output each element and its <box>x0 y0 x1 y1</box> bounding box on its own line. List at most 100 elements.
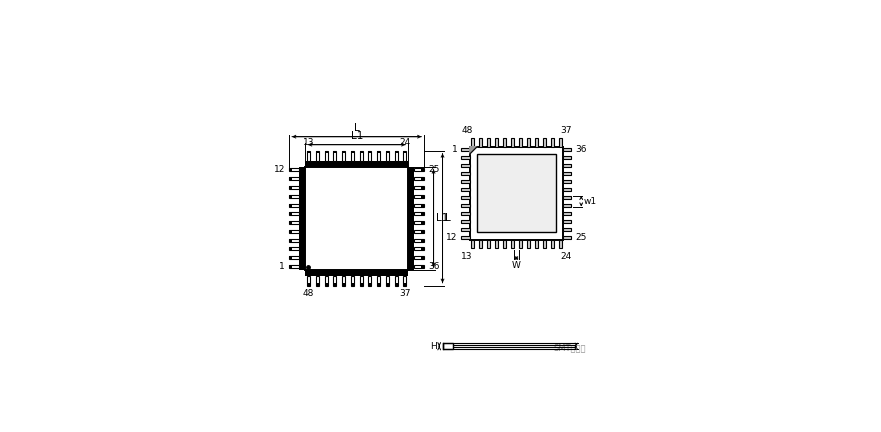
Bar <box>395 276 397 286</box>
Bar <box>289 168 292 172</box>
Bar <box>368 151 372 153</box>
Bar <box>462 228 470 231</box>
Bar <box>351 283 354 286</box>
Bar <box>479 240 482 248</box>
Text: H: H <box>430 342 437 351</box>
Bar <box>414 195 425 198</box>
Bar <box>333 276 337 286</box>
Bar <box>414 265 425 268</box>
Bar <box>359 151 363 153</box>
Bar <box>414 212 425 215</box>
Bar <box>289 195 300 198</box>
Bar <box>289 248 292 251</box>
Bar <box>333 283 337 286</box>
Bar <box>462 164 470 167</box>
Text: 24: 24 <box>399 138 411 147</box>
Bar <box>462 188 470 191</box>
Bar <box>289 238 292 241</box>
Bar <box>462 156 470 159</box>
Bar <box>470 146 563 240</box>
Bar <box>307 276 310 286</box>
Bar <box>462 235 470 238</box>
Bar <box>289 256 300 259</box>
Bar <box>414 203 425 206</box>
Text: SMT技术网: SMT技术网 <box>553 343 586 353</box>
Bar <box>386 276 389 286</box>
Bar <box>462 196 470 199</box>
Bar <box>333 151 337 161</box>
Bar <box>503 138 506 146</box>
Bar <box>543 240 546 248</box>
Text: 36: 36 <box>575 145 587 154</box>
Bar <box>289 203 292 206</box>
Bar <box>414 256 425 259</box>
Bar <box>403 151 406 161</box>
Bar <box>478 154 556 232</box>
Bar <box>377 151 380 153</box>
Bar <box>511 240 514 248</box>
Text: 48: 48 <box>461 126 472 135</box>
Bar <box>563 164 571 167</box>
Text: 12: 12 <box>274 165 285 175</box>
Bar <box>519 138 522 146</box>
Bar <box>315 151 319 153</box>
Bar <box>421 212 425 215</box>
Bar <box>377 283 380 286</box>
Bar <box>403 276 406 286</box>
Bar <box>551 240 554 248</box>
Bar <box>386 151 389 161</box>
Bar <box>289 265 300 268</box>
Bar <box>324 283 328 286</box>
Bar <box>395 151 397 153</box>
Text: 13: 13 <box>303 138 315 147</box>
Bar <box>368 151 372 161</box>
Bar <box>289 177 300 180</box>
Bar <box>563 180 571 183</box>
Bar <box>511 138 514 146</box>
Bar <box>563 219 571 222</box>
Text: L: L <box>445 213 451 223</box>
Bar <box>559 240 562 248</box>
Bar <box>408 167 414 270</box>
Bar <box>479 138 482 146</box>
Text: 13: 13 <box>461 252 472 261</box>
Bar <box>305 270 408 276</box>
Bar <box>289 221 292 224</box>
Bar <box>289 265 292 268</box>
Bar <box>351 276 354 286</box>
Text: 25: 25 <box>428 165 440 175</box>
Bar <box>563 156 571 159</box>
Bar <box>315 276 319 286</box>
Bar <box>421 221 425 224</box>
Bar <box>519 240 522 248</box>
Bar <box>414 186 425 189</box>
Bar <box>462 148 470 151</box>
Bar <box>342 151 345 161</box>
Bar <box>421 248 425 251</box>
Text: 1: 1 <box>279 262 285 271</box>
Bar <box>527 240 529 248</box>
Bar <box>563 212 571 215</box>
Bar <box>421 265 425 268</box>
Bar <box>563 235 571 238</box>
Bar <box>289 230 300 233</box>
Bar <box>414 248 425 251</box>
Bar <box>324 151 328 161</box>
Bar <box>307 283 310 286</box>
Bar <box>471 240 474 248</box>
Bar <box>421 203 425 206</box>
Bar <box>421 186 425 189</box>
Bar <box>377 276 380 286</box>
Bar <box>543 138 546 146</box>
Text: L: L <box>354 123 359 133</box>
Bar <box>333 151 337 153</box>
Bar <box>551 138 554 146</box>
Bar <box>289 186 292 189</box>
Bar <box>414 230 425 233</box>
Bar <box>395 151 397 161</box>
Bar <box>563 148 571 151</box>
Bar <box>563 228 571 231</box>
Text: L1: L1 <box>436 213 448 223</box>
Bar <box>359 276 363 286</box>
Bar <box>503 240 506 248</box>
